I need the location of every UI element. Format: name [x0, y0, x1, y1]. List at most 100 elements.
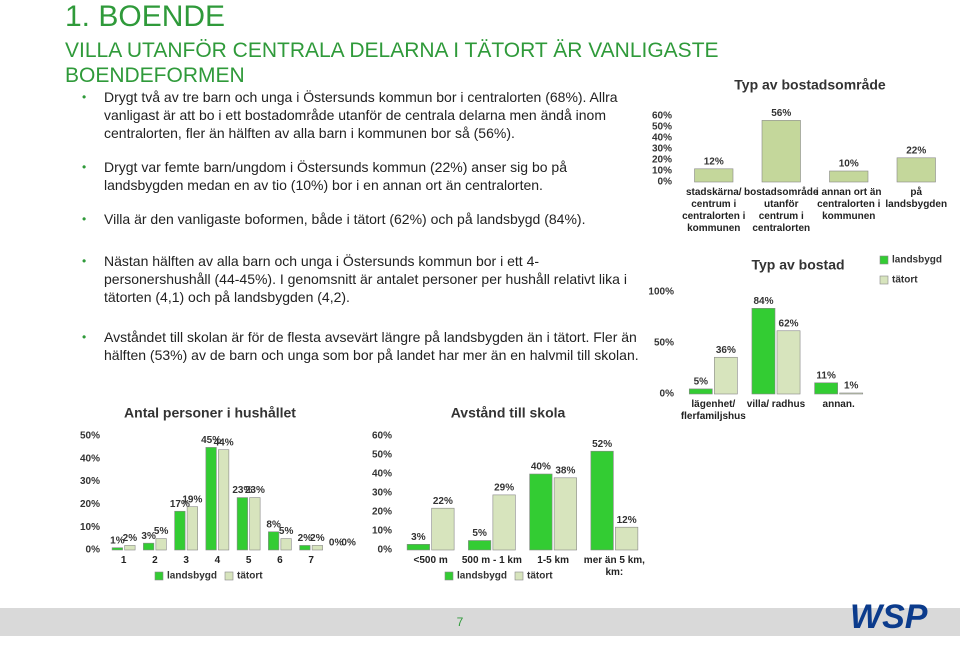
- value-label: 0%: [329, 538, 344, 549]
- bullet: Avståndet till skolan är för de flesta a…: [82, 328, 642, 364]
- legend-swatch: [224, 571, 234, 581]
- legend-swatch: [879, 275, 889, 285]
- bar: [143, 542, 155, 551]
- y-tick-label: 0%: [660, 389, 675, 400]
- bar: [751, 308, 776, 395]
- value-label: 3%: [141, 531, 156, 542]
- value-label: 36%: [716, 345, 736, 356]
- value-label: 10%: [839, 159, 859, 170]
- legend-label: landsbygd: [892, 255, 942, 266]
- bar: [688, 388, 713, 395]
- bar: [553, 477, 577, 551]
- x-tick-label: villa/ radhus: [746, 399, 806, 410]
- value-label: 23%: [245, 485, 265, 496]
- x-tick-label: bostadsområde utanför centrum i centralo…: [744, 187, 819, 234]
- bar: [311, 545, 323, 551]
- y-tick-label: 40%: [372, 469, 392, 480]
- y-tick-label: 0%: [658, 177, 673, 188]
- logo: WSP: [850, 598, 928, 636]
- legend-swatch: [154, 571, 164, 581]
- bar: [268, 531, 280, 551]
- x-tick-label: stadskärna/ centrum i centralorten i kom…: [682, 187, 746, 234]
- x-tick-label: 3: [183, 555, 189, 566]
- slide-title: 1. BOENDE: [65, 0, 226, 33]
- x-tick-label: 500 m - 1 km: [461, 555, 522, 566]
- bar: [492, 494, 516, 551]
- x-tick-label: på landsbygden: [885, 187, 948, 210]
- y-tick-label: 40%: [652, 133, 672, 144]
- footer-bar: [0, 608, 960, 636]
- y-tick-label: 100%: [648, 287, 674, 298]
- bar: [174, 510, 186, 551]
- value-label: 5%: [694, 377, 709, 388]
- bar: [615, 526, 639, 551]
- value-label: 62%: [779, 318, 799, 329]
- bar: [186, 506, 198, 551]
- bar: [529, 473, 553, 551]
- value-label: 8%: [266, 519, 281, 530]
- x-tick-label: 4: [214, 555, 221, 566]
- bar: [468, 540, 492, 551]
- value-label: 3%: [411, 532, 426, 543]
- value-label: 12%: [704, 156, 724, 167]
- bar: [896, 157, 936, 183]
- x-tick-label: i annan ort än centralorten i kommunen: [815, 187, 882, 222]
- value-label: 1%: [844, 381, 859, 392]
- y-tick-label: 0%: [378, 545, 393, 556]
- bar: [124, 545, 136, 551]
- bullet-list: Drygt två av tre barn och unga i Östersu…: [82, 88, 642, 380]
- value-label: 56%: [771, 108, 791, 119]
- value-label: 17%: [170, 499, 190, 510]
- value-label: 19%: [182, 494, 202, 505]
- bar: [205, 447, 217, 551]
- page-number: 7: [456, 615, 464, 629]
- value-label: 5%: [279, 526, 294, 537]
- bar: [218, 449, 230, 551]
- value-label: 5%: [472, 528, 487, 539]
- value-label: 2%: [123, 533, 138, 544]
- legend-swatch: [444, 571, 454, 581]
- legend-label: landsbygd: [167, 571, 217, 582]
- value-label: 11%: [816, 370, 836, 381]
- y-tick-label: 30%: [80, 476, 100, 487]
- value-label: 2%: [310, 533, 325, 544]
- y-tick-label: 60%: [652, 111, 672, 122]
- bar: [829, 170, 869, 183]
- value-label: 1%: [110, 535, 125, 546]
- bar: [714, 356, 738, 395]
- x-tick-label: 7: [308, 555, 314, 566]
- value-label: 40%: [531, 462, 551, 473]
- bar: [406, 543, 430, 551]
- legend-label: tätort: [237, 571, 263, 582]
- bullet: Villa är den vanligaste boformen, både i…: [82, 210, 642, 228]
- value-label: 44%: [214, 437, 234, 448]
- bar: [431, 507, 455, 551]
- x-tick-label: 5: [245, 555, 252, 566]
- bar: [236, 497, 248, 551]
- bar: [280, 538, 292, 551]
- x-tick-label: <500 m: [413, 555, 448, 566]
- bar: [590, 450, 614, 551]
- x-tick-label: 2: [152, 555, 158, 566]
- bullet: Drygt var femte barn/ungdom i Östersunds…: [82, 158, 642, 194]
- chart-title: Avstånd till skola: [451, 405, 566, 421]
- y-tick-label: 10%: [372, 526, 392, 537]
- slide-subtitle: VILLA UTANFÖR CENTRALA DELARNA I TÄTORT …: [65, 39, 719, 87]
- value-label: 5%: [154, 526, 169, 537]
- y-tick-label: 0%: [86, 545, 101, 556]
- bar: [694, 168, 734, 183]
- legend-label: tätort: [527, 571, 553, 582]
- chart-title: Antal personer i hushållet: [124, 405, 296, 421]
- y-tick-label: 50%: [652, 122, 672, 133]
- y-tick-label: 20%: [372, 507, 392, 518]
- y-tick-label: 10%: [80, 522, 100, 533]
- y-tick-label: 20%: [652, 155, 672, 166]
- y-tick-label: 30%: [372, 488, 392, 499]
- y-tick-label: 30%: [652, 144, 672, 155]
- bar: [111, 547, 123, 551]
- value-label: 84%: [753, 296, 773, 307]
- x-tick-label: mer än 5 km, km:: [583, 555, 645, 578]
- value-label: 12%: [617, 515, 637, 526]
- value-label: 2%: [298, 533, 313, 544]
- bullet: Drygt två av tre barn och unga i Östersu…: [82, 88, 642, 142]
